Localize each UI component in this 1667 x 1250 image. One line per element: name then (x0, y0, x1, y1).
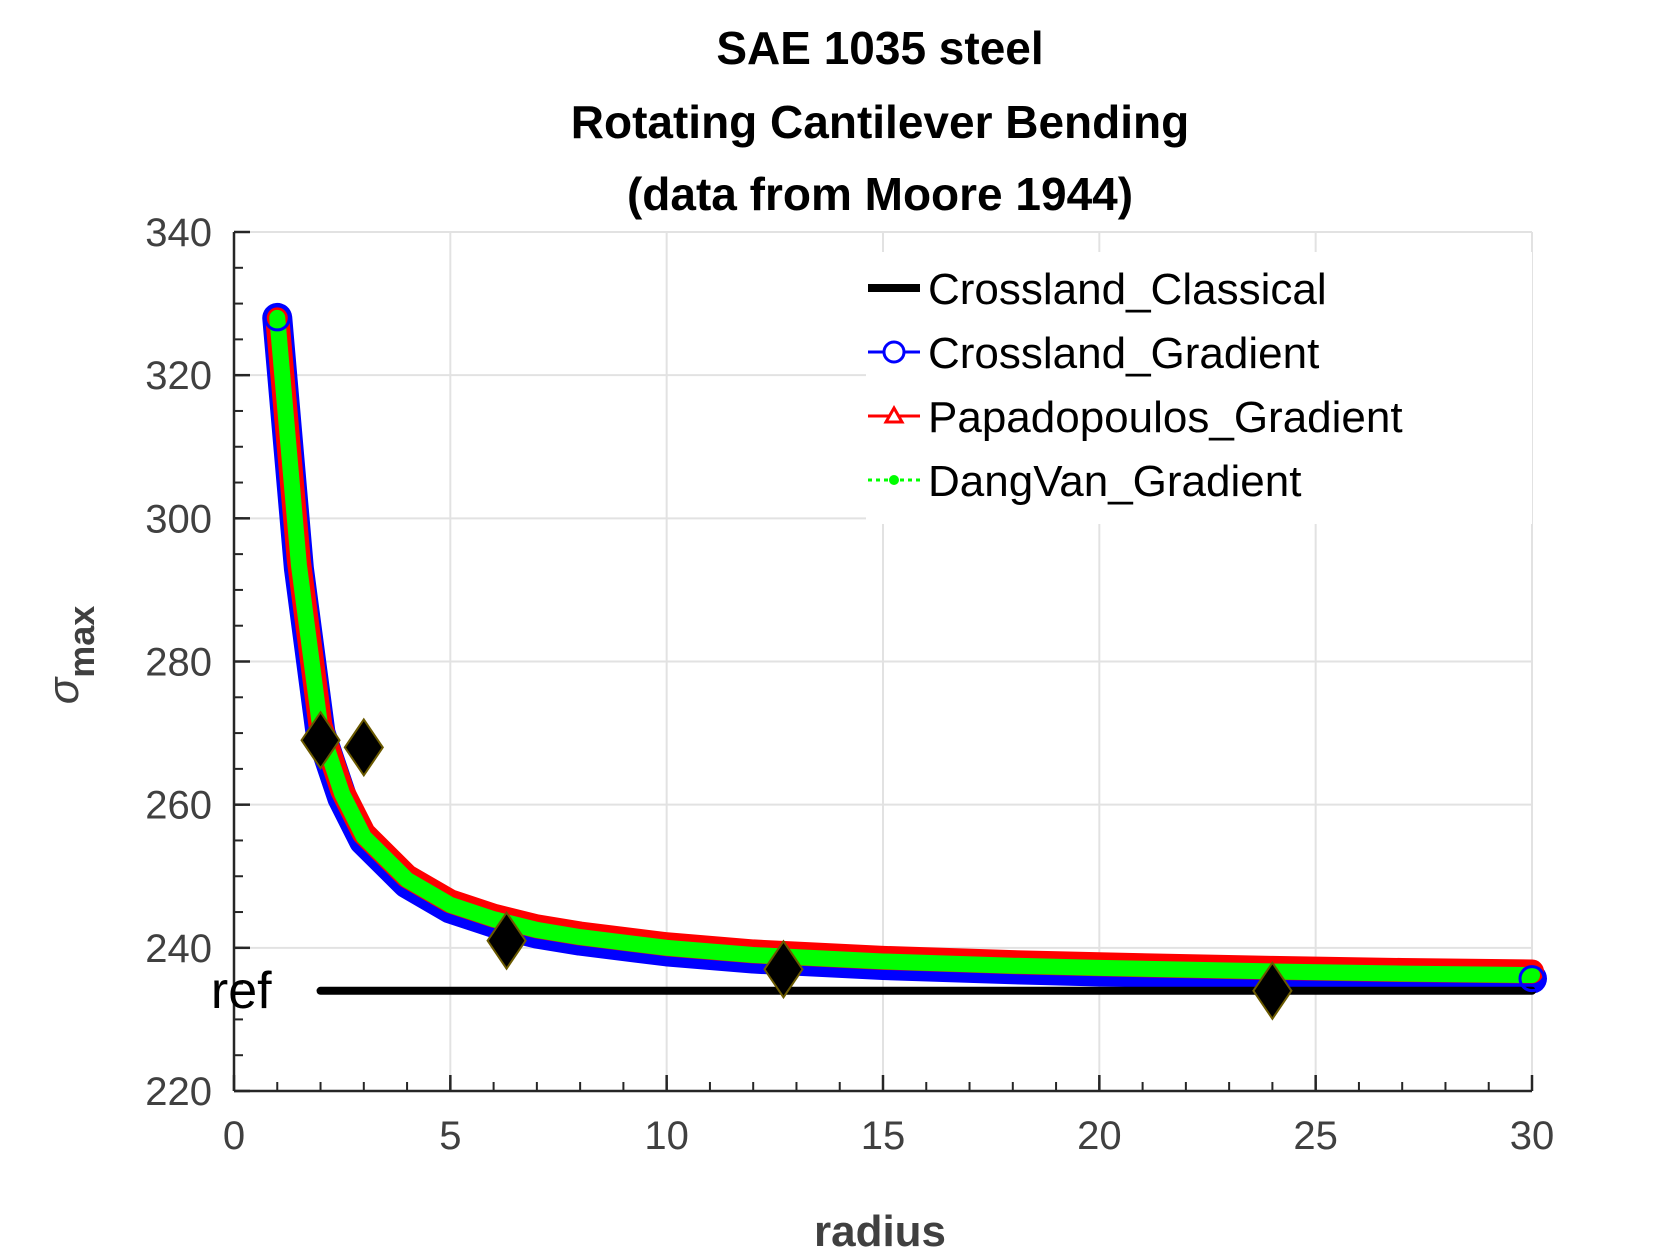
experimental-point (343, 717, 385, 778)
series-marker (1518, 965, 1546, 993)
svg-text:σmax: σmax (39, 606, 102, 705)
legend-entry: Crossland_Gradient (928, 329, 1319, 378)
series-line (269, 309, 1540, 984)
y-axis-label-subscript: max (61, 606, 102, 678)
y-tick-label: 340 (145, 211, 212, 255)
series-marker (263, 304, 291, 332)
experimental-point (1252, 961, 1293, 1021)
legend-marker (883, 404, 905, 424)
y-tick-label: 320 (145, 354, 212, 398)
y-tick-label: 280 (145, 641, 212, 685)
axes: 0 5 10 15 20 25 30 220 240 260 280 300 320 340 (145, 211, 1554, 1158)
annotations: ref (211, 962, 272, 1020)
legend-entry: Papadopoulos_Gradient (928, 393, 1403, 442)
experimental-point (486, 910, 527, 971)
legend: Crossland_Classical Crossland_Gradient Pap… (866, 252, 1532, 524)
x-tick-label: 0 (223, 1114, 245, 1158)
x-tick-label: 20 (1077, 1114, 1122, 1158)
legend-entry: Crossland_Classical (928, 265, 1327, 314)
legend-box (866, 252, 1532, 524)
x-tick-label: 5 (439, 1114, 461, 1158)
chart-title-line-3: (data from Moore 1944) (627, 168, 1133, 220)
annotation-label: ref (211, 962, 272, 1020)
chart-title-line-1: SAE 1035 steel (716, 22, 1043, 74)
legend-entry: DangVan_Gradient (928, 457, 1301, 506)
y-tick-label: 300 (145, 497, 212, 541)
legend-marker (889, 475, 899, 485)
legend-marker (882, 340, 906, 364)
experimental-point (763, 939, 804, 1000)
chart-title-line-2: Rotating Cantilever Bending (571, 96, 1189, 148)
x-tick-label: 25 (1293, 1114, 1338, 1158)
experimental-points (300, 710, 1293, 1021)
y-tick-label: 260 (145, 784, 212, 828)
x-tick-label: 10 (644, 1114, 689, 1158)
chart-title: SAE 1035 steel Rotating Cantilever Bendi… (571, 22, 1189, 220)
x-tick-label: 30 (1510, 1114, 1555, 1158)
y-tick-label: 220 (145, 1070, 212, 1114)
experimental-point (300, 710, 341, 771)
y-axis-label: σmax (39, 606, 102, 705)
y-tick-label: 240 (145, 927, 212, 971)
y-axis-label-symbol: σ (39, 676, 88, 704)
x-tick-label: 15 (861, 1114, 906, 1158)
series-layer (262, 302, 1547, 995)
x-axis-label: radius (814, 1207, 946, 1250)
